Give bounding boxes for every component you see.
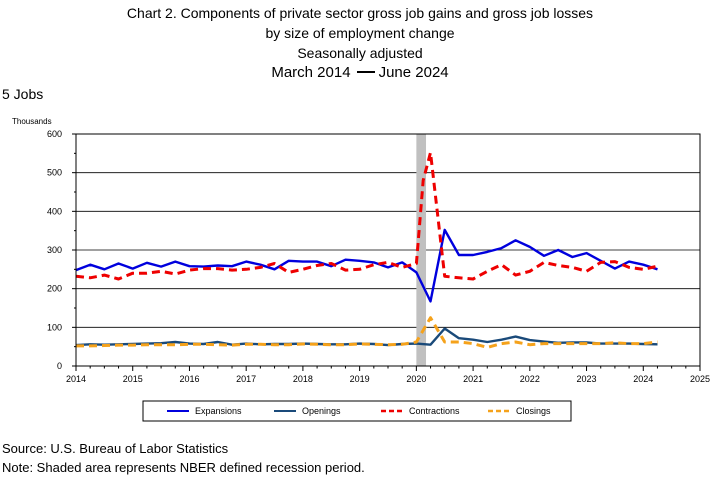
x-tick-label: 2014 bbox=[66, 374, 86, 384]
x-tick-label: 2017 bbox=[236, 374, 256, 384]
legend-label-openings: Openings bbox=[302, 406, 341, 416]
y-tick-label: 200 bbox=[47, 284, 62, 294]
x-tick-label: 2015 bbox=[123, 374, 143, 384]
recession-shade bbox=[416, 134, 427, 366]
y-tick-label: 300 bbox=[47, 245, 62, 255]
x-tick-label: 2025 bbox=[690, 374, 710, 384]
legend-label-contractions: Contractions bbox=[409, 406, 460, 416]
y-axis-label: Thousands bbox=[12, 117, 52, 126]
y-tick-label: 100 bbox=[47, 322, 62, 332]
x-tick-label: 2019 bbox=[350, 374, 370, 384]
chart-title-line-3: Seasonally adjusted bbox=[297, 45, 423, 61]
x-tick-label: 2022 bbox=[520, 374, 540, 384]
chart-title-line-1: Chart 2. Components of private sector gr… bbox=[126, 5, 594, 21]
y-tick-label: 400 bbox=[47, 206, 62, 216]
series-line-expansions bbox=[75, 228, 658, 303]
recession-note: Note: Shaded area represents NBER define… bbox=[2, 460, 365, 475]
x-tick-label: 2018 bbox=[293, 374, 313, 384]
x-tick-label: 2021 bbox=[463, 374, 483, 384]
x-tick-label: 2023 bbox=[577, 374, 597, 384]
chart-period: March 2014 June 2024 bbox=[0, 64, 720, 82]
x-tick-label: 2024 bbox=[633, 374, 653, 384]
series-line-closings bbox=[76, 316, 658, 349]
source-note: Source: U.S. Bureau of Labor Statistics bbox=[2, 441, 229, 456]
legend: Expansions Openings Contractions Closings bbox=[142, 400, 572, 422]
period-end: June 2024 bbox=[378, 64, 449, 81]
x-tick-label: 2016 bbox=[179, 374, 199, 384]
period-dash bbox=[356, 71, 375, 74]
size-class-label: 5 Jobs bbox=[2, 86, 44, 102]
chart-title-line-2: by size of employment change bbox=[265, 25, 455, 41]
series-line-contractions bbox=[75, 151, 658, 281]
y-tick-label: 600 bbox=[47, 129, 62, 139]
legend-label-expansions: Expansions bbox=[195, 406, 242, 416]
y-tick-label: 0 bbox=[57, 361, 62, 371]
series-lines bbox=[75, 151, 658, 349]
x-axis: 2014 2015 2016 2017 2018 2019 2020 2021 2022 2023… bbox=[66, 366, 710, 384]
line-chart: 0 100 200 300 400 500 600 2014 2015 2016 2017 2018… bbox=[12, 117, 710, 422]
y-tick-label: 500 bbox=[47, 168, 62, 178]
legend-box bbox=[142, 400, 572, 422]
y-axis: 0 100 200 300 400 500 600 bbox=[47, 129, 76, 371]
period-start: March 2014 bbox=[271, 64, 351, 81]
x-tick-label: 2020 bbox=[406, 374, 426, 384]
grid-lines bbox=[76, 172, 700, 328]
legend-label-closings: Closings bbox=[516, 406, 551, 416]
